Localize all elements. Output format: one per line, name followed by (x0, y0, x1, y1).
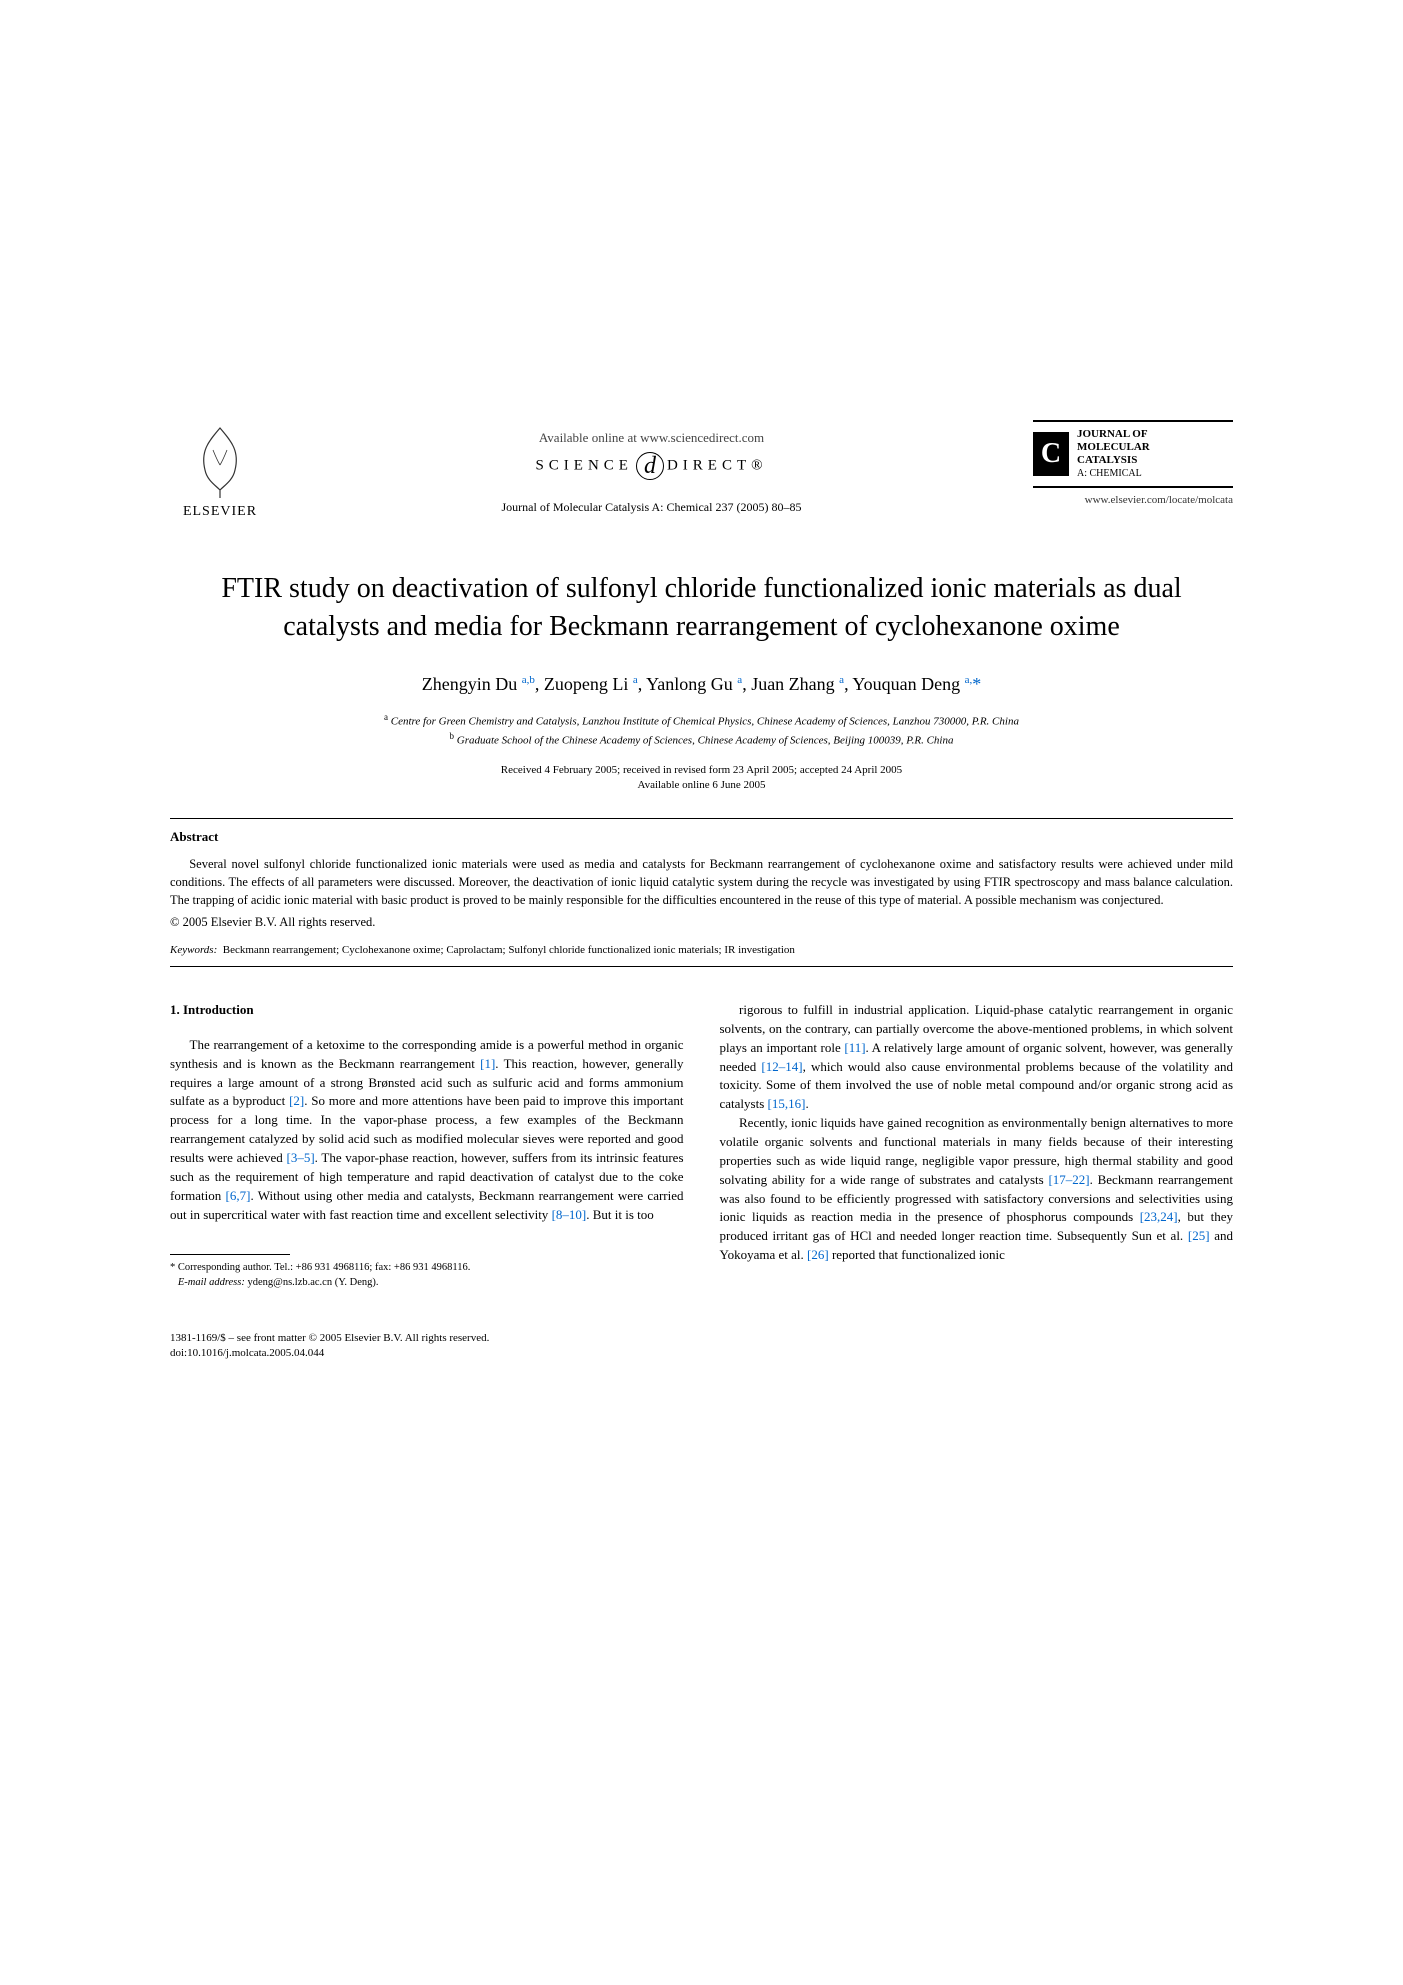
journal-citation: Journal of Molecular Catalysis A: Chemic… (502, 500, 802, 515)
corresponding-author-footnote: * Corresponding author. Tel.: +86 931 49… (170, 1261, 684, 1290)
citation-link[interactable]: [15,16] (768, 1096, 806, 1111)
footer-issn-line: 1381-1169/$ – see front matter © 2005 El… (170, 1331, 1233, 1346)
page-footer: 1381-1169/$ – see front matter © 2005 El… (170, 1331, 1233, 1362)
footnote-star-icon: * (170, 1262, 175, 1273)
abstract-text: Several novel sulfonyl chloride function… (170, 855, 1233, 909)
journal-name-line3: CATALYSIS (1077, 454, 1150, 467)
journal-name: JOURNAL OF MOLECULAR CATALYSIS A: CHEMIC… (1077, 428, 1150, 480)
body-columns: 1. Introduction The rearrangement of a k… (170, 1001, 1233, 1291)
intro-paragraph-1: The rearrangement of a ketoxime to the c… (170, 1036, 684, 1224)
affiliation-b: b Graduate School of the Chinese Academy… (170, 730, 1233, 749)
sciencedirect-right: DIRECT® (667, 457, 768, 473)
divider-rule (170, 966, 1233, 967)
sciencedirect-d-icon: d (636, 452, 664, 480)
publisher-name: ELSEVIER (183, 504, 257, 520)
available-online-text: Available online at www.sciencedirect.co… (539, 430, 764, 446)
article-title: FTIR study on deactivation of sulfonyl c… (170, 570, 1233, 646)
divider-rule (170, 818, 1233, 819)
intro-paragraph-2: Recently, ionic liquids have gained reco… (720, 1114, 1234, 1265)
copyright-line: © 2005 Elsevier B.V. All rights reserved… (170, 915, 1233, 930)
abstract-heading: Abstract (170, 829, 1233, 845)
keywords-line: Keywords: Beckmann rearrangement; Cycloh… (170, 944, 1233, 956)
citation-link[interactable]: [25] (1188, 1228, 1210, 1243)
dates-received: Received 4 February 2005; received in re… (170, 763, 1233, 778)
citation-link[interactable]: [23,24] (1140, 1209, 1178, 1224)
footer-doi-line: doi:10.1016/j.molcata.2005.04.044 (170, 1346, 1233, 1361)
article-dates: Received 4 February 2005; received in re… (170, 763, 1233, 794)
citation-link[interactable]: [8–10] (552, 1207, 587, 1222)
dates-online: Available online 6 June 2005 (170, 778, 1233, 793)
abstract-body: Several novel sulfonyl chloride function… (170, 857, 1233, 907)
publisher-logo-block: ELSEVIER (170, 420, 270, 520)
keywords-text: Beckmann rearrangement; Cyclohexanone ox… (223, 944, 795, 956)
keywords-label: Keywords: (170, 944, 217, 956)
footnote-email[interactable]: ydeng@ns.lzb.ac.cn (Y. Deng). (247, 1277, 378, 1288)
sciencedirect-left: SCIENCE (535, 457, 633, 473)
footnote-rule (170, 1254, 290, 1255)
citation-link[interactable]: [17–22] (1048, 1172, 1089, 1187)
citation-link[interactable]: [3–5] (287, 1150, 315, 1165)
journal-logo-box: C JOURNAL OF MOLECULAR CATALYSIS A: CHEM… (1033, 420, 1233, 488)
citation-link[interactable]: [11] (844, 1040, 865, 1055)
journal-name-sub: A: CHEMICAL (1077, 468, 1150, 480)
elsevier-tree-icon (185, 420, 255, 500)
journal-brand-block: C JOURNAL OF MOLECULAR CATALYSIS A: CHEM… (1033, 420, 1233, 506)
journal-name-line1: JOURNAL OF (1077, 428, 1150, 441)
citation-link[interactable]: [12–14] (761, 1059, 802, 1074)
citation-link[interactable]: [26] (807, 1247, 829, 1262)
journal-c-icon: C (1033, 432, 1069, 476)
journal-name-line2: MOLECULAR (1077, 441, 1150, 454)
column-right: rigorous to fulfill in industrial applic… (720, 1001, 1234, 1291)
footnote-corresponding-text: Corresponding author. Tel.: +86 931 4968… (178, 1262, 470, 1273)
authors-list: Zhengyin Du a,b, Zuopeng Li a, Yanlong G… (170, 674, 1233, 695)
citation-link[interactable]: [6,7] (226, 1188, 251, 1203)
affiliation-a: a Centre for Green Chemistry and Catalys… (170, 711, 1233, 730)
header-center: Available online at www.sciencedirect.co… (270, 430, 1033, 515)
journal-url[interactable]: www.elsevier.com/locate/molcata (1033, 494, 1233, 506)
affiliation-a-text: Centre for Green Chemistry and Catalysis… (391, 715, 1019, 727)
intro-paragraph-1-cont: rigorous to fulfill in industrial applic… (720, 1001, 1234, 1114)
footnote-email-label: E-mail address: (178, 1277, 245, 1288)
citation-link[interactable]: [2] (289, 1093, 304, 1108)
section-1-heading: 1. Introduction (170, 1001, 684, 1020)
column-left: 1. Introduction The rearrangement of a k… (170, 1001, 684, 1291)
journal-header: ELSEVIER Available online at www.science… (170, 420, 1233, 520)
affiliation-b-text: Graduate School of the Chinese Academy o… (457, 734, 954, 746)
citation-link[interactable]: [1] (480, 1056, 495, 1071)
sciencedirect-logo: SCIENCEdDIRECT® (535, 452, 767, 480)
affiliations: a Centre for Green Chemistry and Catalys… (170, 711, 1233, 749)
